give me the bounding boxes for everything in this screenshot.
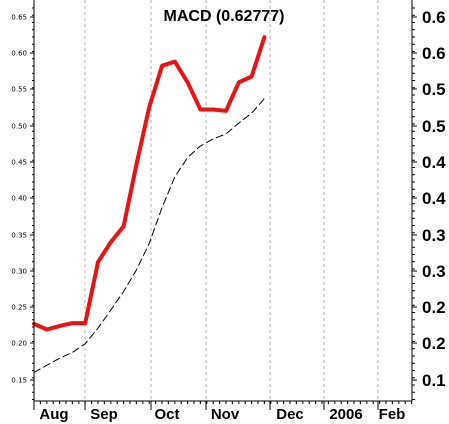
right-tick-label: 0.3 [422, 226, 446, 245]
right-tick-label: 0.6 [422, 44, 446, 63]
right-tick-label: 0.2 [422, 334, 446, 353]
right-axis-ticks: 0.6 0.6 0.5 0.5 0.4 0.4 0.3 0.3 0.2 0.2 0.1 [412, 7, 446, 400]
x-tick-label: Sep [90, 406, 118, 423]
series-layer [32, 35, 267, 373]
x-tick-label: Oct [154, 406, 179, 423]
left-tick-label: 0.15 [11, 377, 27, 385]
right-tick-label: 0.3 [422, 262, 446, 281]
left-tick-label: 0.50 [11, 123, 27, 131]
left-tick-label: 0.45 [11, 159, 27, 167]
right-tick-label: 0.6 [422, 8, 446, 27]
x-tick-label: Dec [276, 406, 304, 423]
right-tick-label: 0.5 [422, 117, 446, 136]
left-tick-label: 0.25 [11, 304, 27, 312]
x-tick-label: Aug [39, 406, 68, 423]
right-tick-label: 0.1 [422, 371, 446, 390]
x-tick-label: 2006 [329, 406, 362, 423]
right-tick-label: 0.2 [422, 298, 446, 317]
macd-line [32, 35, 267, 332]
right-tick-label: 0.4 [422, 153, 446, 172]
left-tick-label: 0.40 [11, 195, 27, 203]
left-axis-ticks: 0.65 0.60 0.55 0.50 0.45 0.40 0.35 0.30 0.25 0.20… [11, 7, 34, 400]
left-tick-label: 0.60 [11, 50, 27, 58]
left-tick-label: 0.35 [11, 232, 27, 240]
left-tick-label: 0.30 [11, 268, 27, 276]
right-tick-label: 0.4 [422, 189, 446, 208]
x-tick-label: Nov [211, 406, 240, 423]
left-tick-label: 0.55 [11, 86, 27, 94]
chart-title: MACD (0.62777) [164, 8, 285, 25]
x-tick-label: Feb [379, 406, 406, 423]
vertical-grid [84, 0, 379, 401]
left-tick-label: 0.20 [11, 340, 27, 348]
left-tick-label: 0.65 [11, 14, 27, 22]
signal-line [33, 98, 265, 373]
x-axis-ticks: Aug Sep Oct Nov Dec 2006 Feb [33, 401, 413, 423]
right-tick-label: 0.5 [422, 80, 446, 99]
